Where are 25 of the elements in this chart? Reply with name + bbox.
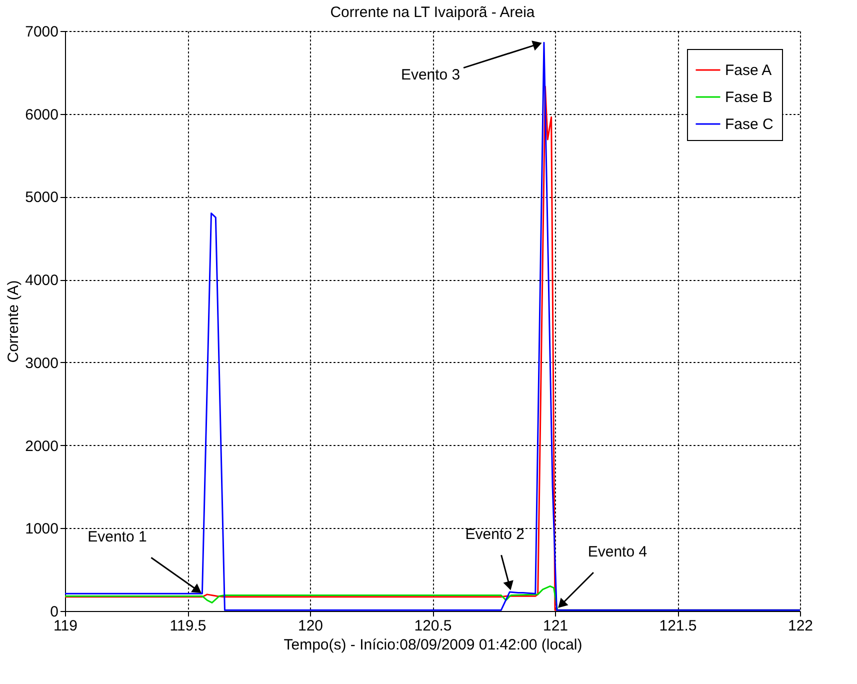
annotation: Evento 1 xyxy=(88,528,147,546)
x-tick-label: 121.5 xyxy=(659,618,697,634)
y-tick-label: 6000 xyxy=(25,106,58,124)
legend-label: Fase A xyxy=(725,62,772,79)
annotation: Evento 3 xyxy=(400,66,460,84)
y-tick-label: 7000 xyxy=(25,24,58,40)
x-tick-label: 120 xyxy=(298,618,324,634)
x-tick-label: 122 xyxy=(788,618,814,634)
legend-label: Fase C xyxy=(725,116,774,133)
chart-title: Corrente na LT Ivaiporã - Areia xyxy=(330,4,536,21)
y-tick-label: 5000 xyxy=(25,189,58,206)
legend-label: Fase B xyxy=(725,89,773,106)
x-tick-label: 119 xyxy=(54,618,78,634)
y-tick-label: 3000 xyxy=(25,354,58,372)
y-tick-label: 2000 xyxy=(25,438,58,455)
x-tick-label: 120.5 xyxy=(414,618,452,634)
y-tick-label: 4000 xyxy=(25,272,58,290)
x-axis-title: Tempo(s) - Início:08/09/2009 01:42:00 (local) xyxy=(284,636,582,654)
annotation: Evento 4 xyxy=(588,544,648,561)
y-tick-label: 0 xyxy=(50,604,58,620)
y-axis-title: Corrente (A) xyxy=(5,280,22,363)
x-tick-label: 121 xyxy=(542,618,568,634)
x-tick-label: 119.5 xyxy=(170,618,206,634)
annotation: Evento 2 xyxy=(465,526,525,544)
y-tick-label: 1000 xyxy=(25,520,58,538)
